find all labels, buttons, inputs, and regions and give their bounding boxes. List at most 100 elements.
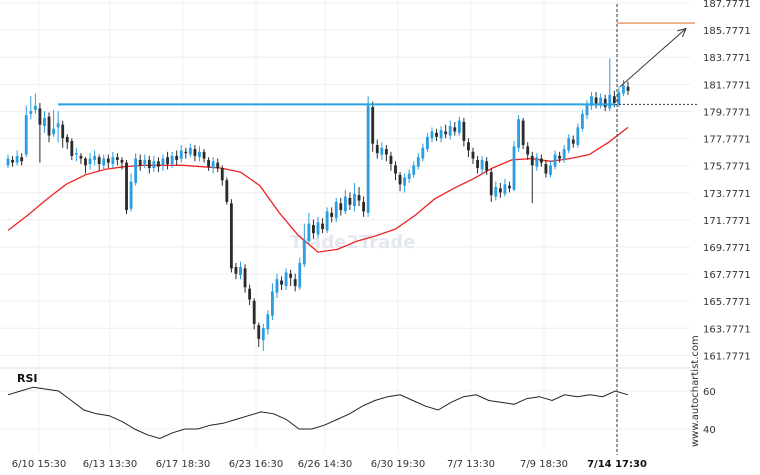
candle-body: [448, 126, 452, 136]
candle: [111, 151, 115, 169]
candle: [257, 322, 261, 347]
candle-body: [74, 153, 78, 155]
candle: [626, 81, 630, 95]
price-tick-label: 169.7771: [703, 243, 751, 254]
candle-body: [594, 97, 598, 105]
candle: [498, 182, 502, 198]
candle: [453, 121, 457, 136]
candle-body: [371, 107, 375, 144]
time-tick-label: 6/23 16:30: [229, 459, 283, 470]
candle-body: [243, 268, 247, 288]
candle-body: [252, 300, 256, 324]
candle-body: [330, 212, 334, 217]
candle: [380, 142, 384, 160]
time-tick-label: 7/14 17:30: [587, 459, 647, 470]
candle-body: [425, 136, 429, 150]
candle-body: [403, 177, 407, 186]
candle-body: [97, 157, 101, 164]
candle-body: [115, 157, 119, 160]
candle-body: [489, 172, 493, 196]
candle: [179, 145, 183, 163]
candle: [207, 157, 211, 171]
price-tick-label: 183.7771: [703, 53, 751, 64]
candle: [617, 86, 621, 108]
candle: [562, 145, 566, 163]
candle-body: [503, 184, 507, 194]
candle-body: [43, 117, 46, 127]
candle-body: [61, 124, 65, 139]
candle-body: [280, 280, 283, 285]
candle: [33, 93, 37, 114]
candle: [84, 157, 87, 174]
candle-body: [562, 149, 566, 160]
candle-body: [512, 146, 516, 190]
candle: [403, 173, 407, 193]
candle: [508, 181, 511, 193]
candle: [6, 154, 10, 169]
candle: [425, 132, 429, 152]
candles: [6, 58, 630, 352]
candle: [88, 153, 92, 170]
candle-body: [261, 327, 265, 341]
candle: [266, 310, 270, 335]
candle-body: [47, 116, 51, 136]
candle: [580, 109, 584, 132]
candle-body: [211, 161, 215, 169]
candle-body: [111, 157, 115, 164]
candle: [444, 124, 448, 139]
candle-body: [202, 151, 206, 159]
candle-body: [334, 201, 338, 219]
candle-body: [421, 147, 425, 159]
candle: [261, 323, 265, 352]
candle: [198, 146, 201, 162]
price-axis: 187.7771 185.7771 183.7771 181.7771 179.7771…: [703, 0, 751, 362]
time-axis: 6/10 15:30 6/13 13:30 6/17 18:30 6/23 16:30…: [12, 459, 647, 470]
candle: [517, 115, 521, 152]
candle: [394, 161, 397, 181]
candle: [339, 197, 343, 216]
price-tick-label: 167.7771: [703, 270, 751, 281]
candle: [229, 199, 233, 273]
candle-body: [170, 155, 174, 164]
candle-body: [444, 131, 448, 135]
candle: [184, 147, 188, 159]
candle-body: [476, 159, 479, 169]
candle-body: [612, 96, 616, 104]
candle-body: [348, 197, 352, 205]
candle-body: [462, 121, 466, 141]
candle-body: [608, 94, 612, 109]
candle: [61, 120, 65, 148]
candle-body: [353, 193, 356, 207]
candle: [362, 196, 366, 217]
candle: [248, 284, 252, 305]
candle-body: [234, 266, 238, 274]
candle: [594, 92, 598, 109]
candle-body: [161, 158, 165, 166]
candle-body: [316, 222, 320, 235]
candle-body: [275, 279, 279, 293]
candle: [430, 127, 434, 143]
candle-body: [216, 162, 220, 169]
candle-body: [33, 105, 37, 110]
candle: [389, 151, 393, 171]
time-tick-label: 7/7 13:30: [447, 459, 495, 470]
forecast-arrow: [619, 28, 687, 88]
candle-body: [84, 158, 87, 166]
candle-body: [166, 157, 169, 164]
candle: [471, 147, 475, 164]
candle: [448, 120, 452, 140]
candle: [211, 157, 215, 174]
candle: [38, 103, 42, 163]
candle-body: [220, 168, 224, 181]
candle: [553, 150, 557, 170]
candle: [312, 219, 315, 239]
candle: [298, 257, 302, 291]
candle-body: [79, 155, 83, 159]
candle: [302, 223, 306, 267]
candle: [576, 123, 580, 148]
candle: [549, 161, 552, 178]
candle-body: [56, 123, 60, 128]
candle: [56, 111, 60, 143]
candle: [330, 207, 334, 223]
